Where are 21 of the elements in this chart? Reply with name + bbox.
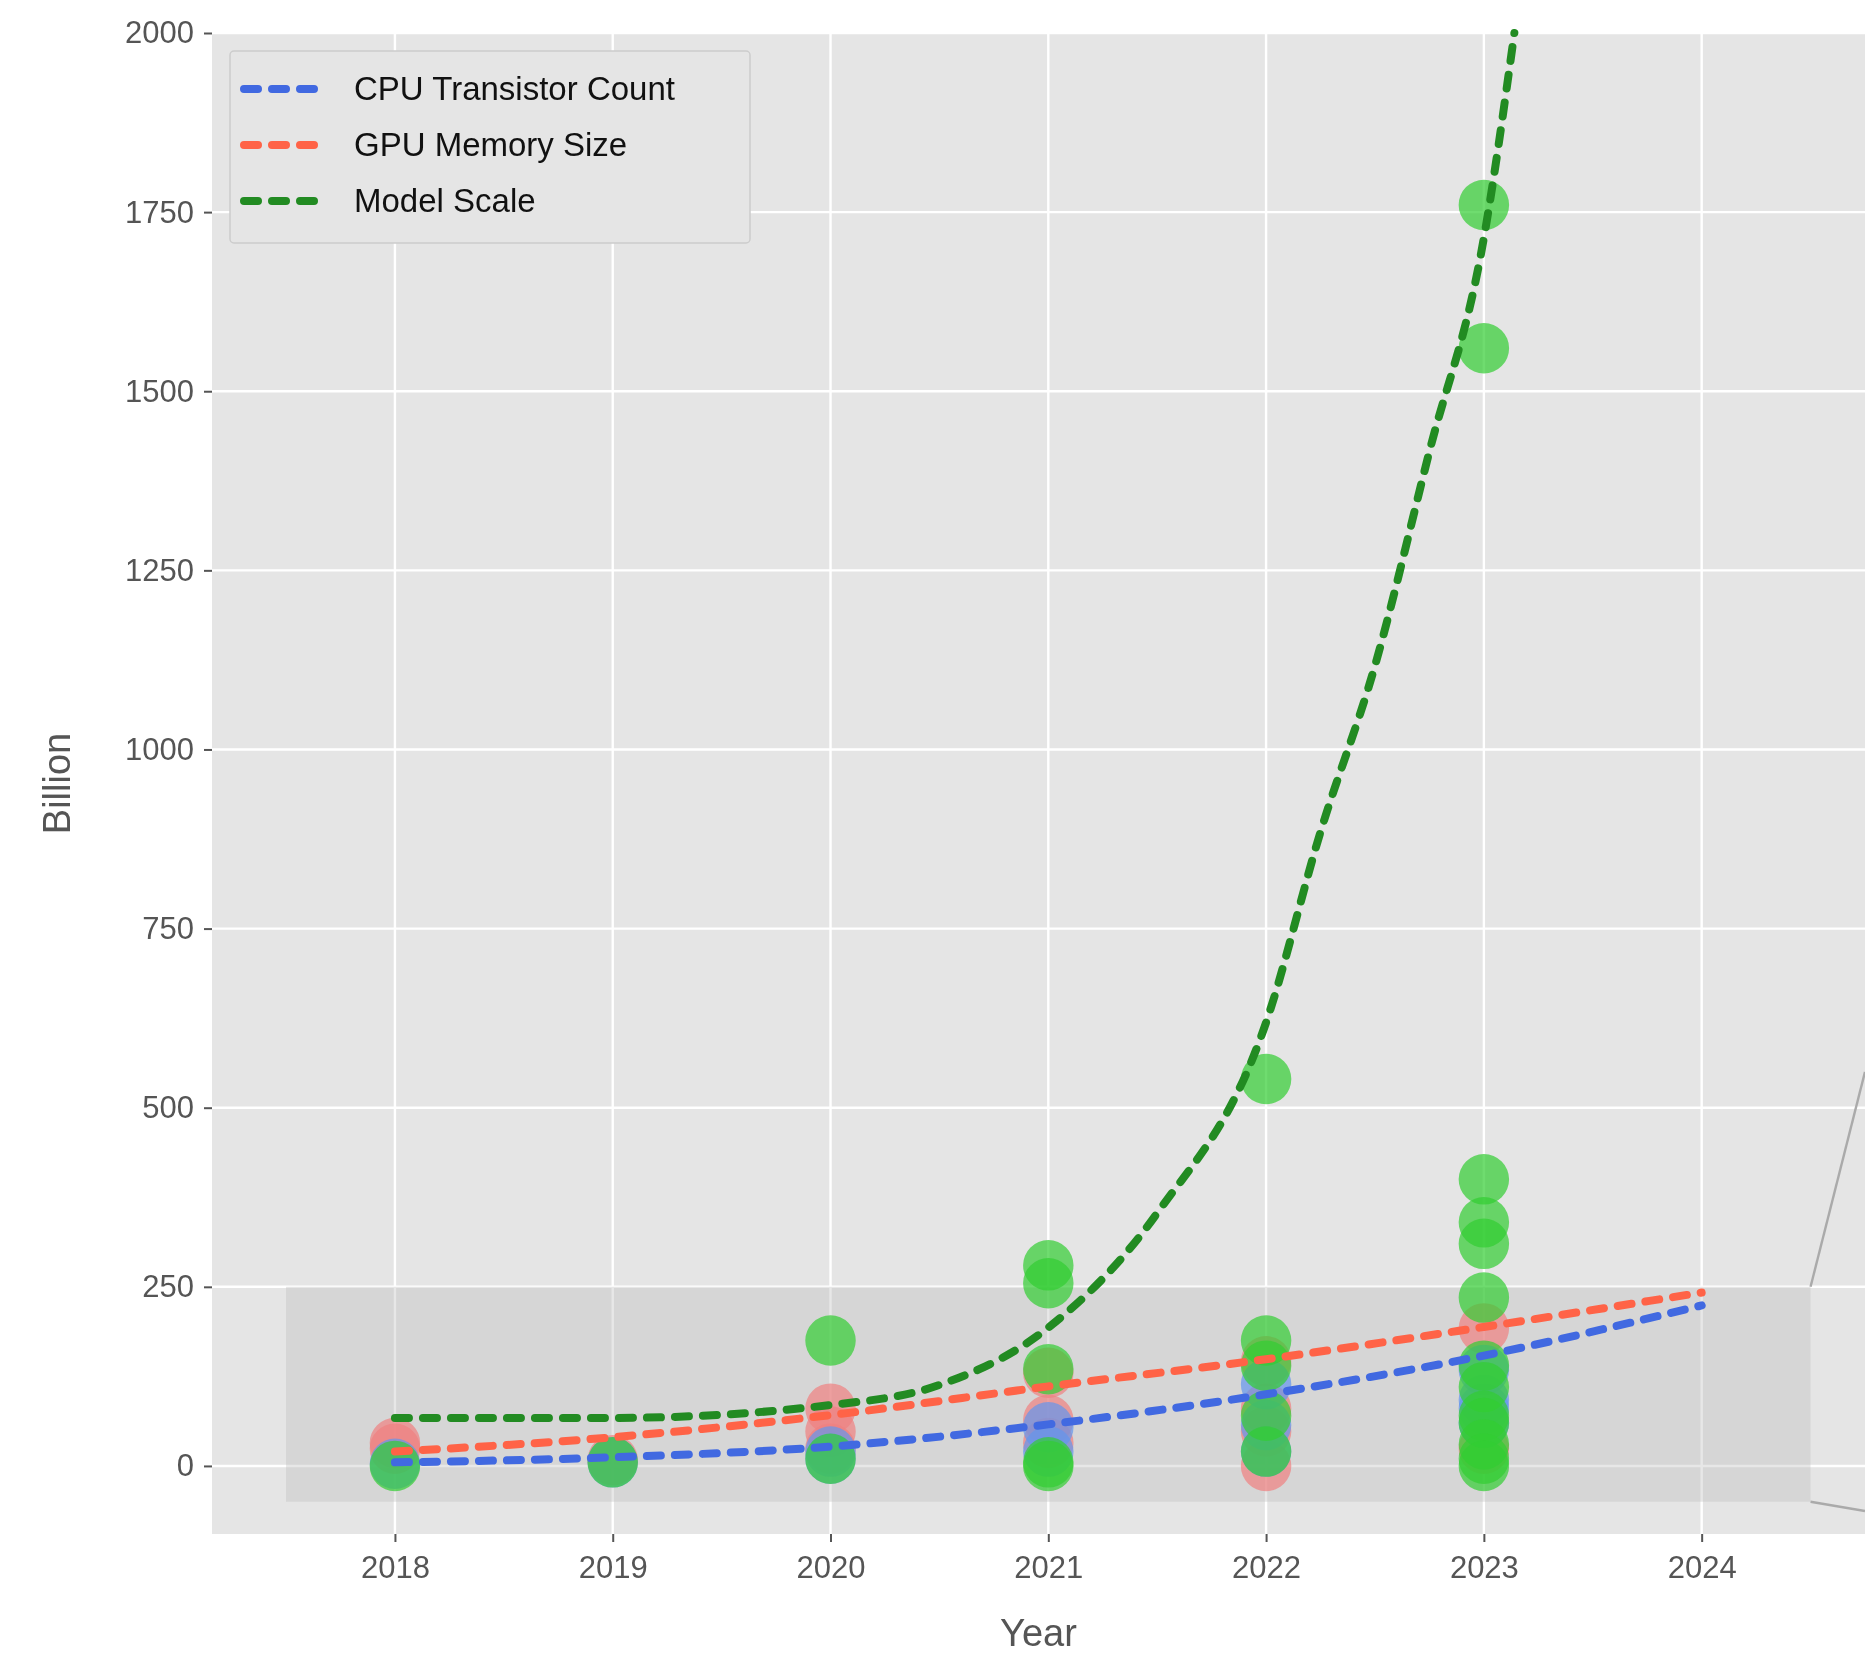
y-tick-label: 250 xyxy=(142,1269,194,1305)
legend-label: CPU Transistor Count xyxy=(354,70,675,107)
x-tick-label: 2024 xyxy=(1667,1550,1737,1586)
x-tick-label: 2022 xyxy=(1232,1550,1302,1586)
y-tick-label: 750 xyxy=(142,911,194,946)
x-tick-label: 2023 xyxy=(1449,1550,1519,1586)
y-tick-label: 2000 xyxy=(125,15,194,51)
y-axis-title: Billion xyxy=(36,732,78,835)
y-tick-label: 0 xyxy=(176,1448,194,1484)
x-tick-label: 2020 xyxy=(796,1550,866,1586)
legend-label: Model Scale xyxy=(354,182,536,219)
x-tick-label: 2019 xyxy=(578,1550,648,1586)
y-tick-label: 1250 xyxy=(125,552,194,588)
y-tick-label: 1000 xyxy=(125,731,194,767)
y-tick-label: 1750 xyxy=(125,194,194,230)
legend-label: GPU Memory Size xyxy=(354,126,628,163)
x-axis-title: Year xyxy=(1000,1612,1078,1654)
x-tick-label: 2018 xyxy=(360,1550,430,1586)
x-tick-label: 2021 xyxy=(1014,1550,1084,1586)
y-tick-label: 500 xyxy=(142,1090,194,1126)
y-tick-label: 1500 xyxy=(125,373,194,409)
